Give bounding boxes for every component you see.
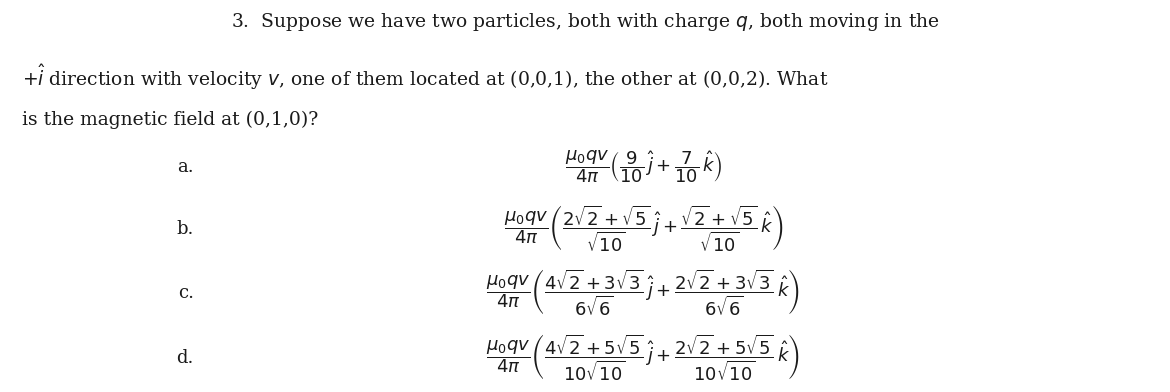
Text: d.: d.	[177, 348, 194, 367]
Text: a.: a.	[178, 158, 194, 176]
Text: $\dfrac{\mu_0 qv}{4\pi}\left(\dfrac{2\sqrt{2}+\sqrt{5}}{\sqrt{10}}\,\hat{j} + \d: $\dfrac{\mu_0 qv}{4\pi}\left(\dfrac{2\sq…	[503, 204, 783, 254]
Text: b.: b.	[177, 220, 194, 238]
Text: $\dfrac{\mu_0 qv}{4\pi}\left(\dfrac{4\sqrt{2}+5\sqrt{5}}{10\sqrt{10}}\,\hat{j} +: $\dfrac{\mu_0 qv}{4\pi}\left(\dfrac{4\sq…	[487, 332, 800, 383]
Text: $\dfrac{\mu_0 qv}{4\pi}\left(\dfrac{9}{10}\,\hat{j} + \dfrac{7}{10}\,\hat{k}\rig: $\dfrac{\mu_0 qv}{4\pi}\left(\dfrac{9}{1…	[564, 149, 722, 185]
Text: is the magnetic field at (0,1,0)?: is the magnetic field at (0,1,0)?	[22, 111, 318, 129]
Text: 3.  Suppose we have two particles, both with charge $q$, both moving in the: 3. Suppose we have two particles, both w…	[230, 11, 940, 33]
Text: c.: c.	[178, 284, 194, 302]
Text: $\dfrac{\mu_0 qv}{4\pi}\left(\dfrac{4\sqrt{2}+3\sqrt{3}}{6\sqrt{6}}\,\hat{j} + \: $\dfrac{\mu_0 qv}{4\pi}\left(\dfrac{4\sq…	[487, 268, 800, 318]
Text: $+ \hat{i}$ direction with velocity $v$, one of them located at (0,0,1), the oth: $+ \hat{i}$ direction with velocity $v$,…	[22, 62, 828, 92]
